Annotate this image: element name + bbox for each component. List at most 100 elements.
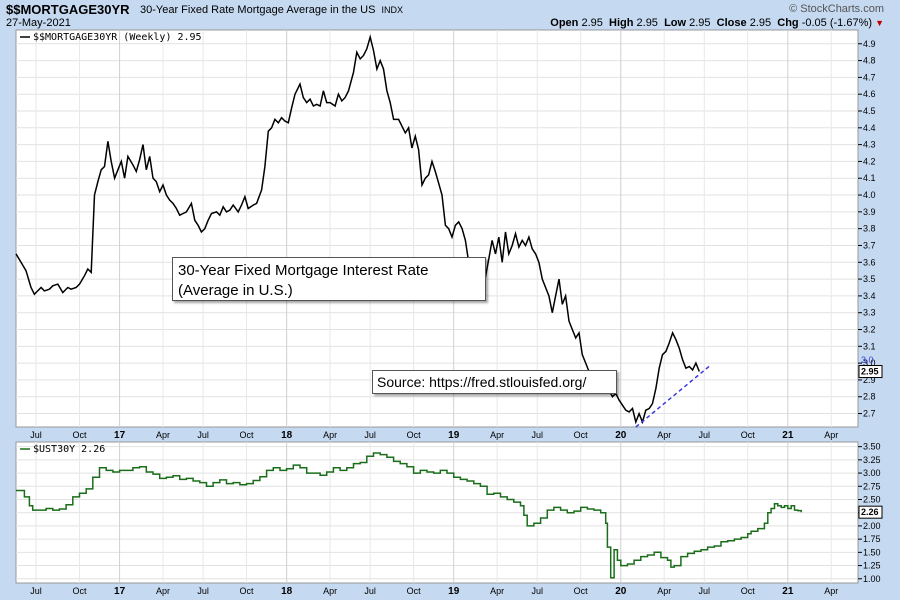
y-tick-label: 4.1 (863, 173, 876, 183)
x-tick-label: 18 (281, 586, 293, 597)
trend-value-tag: 3.0 (861, 355, 874, 365)
x-tick-label: Oct (240, 586, 255, 596)
x-tick-label: Oct (574, 586, 589, 596)
y-tick-label: 1.75 (863, 534, 881, 544)
y-tick-label: 4.3 (863, 140, 876, 150)
x-tick-label: Apr (323, 586, 337, 596)
open-value: 2.95 (581, 17, 603, 29)
y-tick-label: 3.50 (863, 442, 881, 452)
exchange-label: INDX (381, 5, 404, 15)
x-tick-label: Jul (699, 586, 711, 596)
y-tick-label: 2.7 (863, 409, 876, 419)
upper-legend: $$MORTGAGE30YR (Weekly) 2.95 (20, 32, 202, 43)
y-tick-label: 4.7 (863, 72, 876, 82)
close-label: Close (716, 17, 747, 29)
annotation-line-1: 30-Year Fixed Mortgage Interest Rate (178, 262, 429, 279)
y-tick-label: 3.2 (863, 325, 876, 335)
legend-mortgage: $$MORTGAGE30YR (Weekly) 2.95 (33, 32, 202, 43)
x-tick-label: Oct (72, 586, 87, 596)
y-tick-label: 1.25 (863, 561, 881, 571)
copyright-label[interactable]: © StockCharts.com (789, 3, 884, 15)
x-tick-label: Jul (531, 586, 543, 596)
y-tick-label: 3.9 (863, 207, 876, 217)
last-value-tag-ust: 2.26 (858, 505, 883, 519)
x-tick-label: 21 (782, 586, 794, 597)
x-tick-label: Apr (490, 586, 504, 596)
y-tick-label: 2.00 (863, 521, 881, 531)
y-tick-label: 2.9 (863, 375, 876, 385)
down-triangle-icon: ▼ (875, 18, 884, 28)
x-tick-label: 20 (615, 430, 627, 441)
x-tick-label: Oct (741, 586, 756, 596)
low-value: 2.95 (689, 17, 711, 29)
y-tick-label: 1.00 (863, 574, 881, 584)
x-tick-label: Apr (824, 430, 838, 440)
legend-ust30y: $UST30Y 2.26 (33, 444, 105, 455)
x-tick-label: 20 (615, 586, 627, 597)
y-tick-label: 3.7 (863, 240, 876, 250)
y-tick-label: 4.6 (863, 89, 876, 99)
description-label: 30-Year Fixed Rate Mortgage Average in t… (140, 4, 403, 16)
y-tick-label: 3.0 (863, 358, 876, 368)
y-tick-label: 2.75 (863, 481, 881, 491)
y-tick-label: 4.8 (863, 56, 876, 66)
y-tick-label: 1.50 (863, 547, 881, 557)
tag-box-ust (858, 505, 883, 519)
x-tick-label: Jul (30, 586, 42, 596)
x-tick-label: Apr (490, 430, 504, 440)
x-tick-label: Jul (197, 430, 209, 440)
chart-header: $$MORTGAGE30YR 30-Year Fixed Rate Mortga… (0, 0, 900, 30)
x-tick-label: Oct (574, 430, 589, 440)
y-tick-label: 2.8 (863, 392, 876, 402)
chg-label: Chg (777, 17, 799, 29)
high-label: High (609, 17, 634, 29)
x-tick-label: Jul (531, 430, 543, 440)
x-tick-label: Apr (156, 430, 170, 440)
last-value-ust30y: 2.26 (861, 507, 879, 517)
x-tick-label: 21 (782, 430, 794, 441)
lower-legend: $UST30Y 2.26 (20, 444, 105, 455)
y-tick-label: 4.5 (863, 106, 876, 116)
x-tick-label: Apr (156, 586, 170, 596)
chg-value: -0.05 (-1.67%) (801, 17, 873, 29)
upper-y-axis: 2.7 2.8 2.9 3.0 3.1 3.2 3.3 3.4 3.5 3.6 3.7 3.8 3.9 4… (858, 39, 876, 419)
x-tick-label: Oct (407, 586, 422, 596)
y-tick-label: 3.00 (863, 468, 881, 478)
ust30y-series-line (16, 452, 802, 579)
upper-x-axis: Jul Oct 17 Apr Jul Oct 18 Apr Jul Oct 19 Apr Jul Oct 2… (30, 430, 838, 441)
x-tick-label: Apr (824, 586, 838, 596)
description-text: 30-Year Fixed Rate Mortgage Average in t… (140, 4, 376, 16)
low-label: Low (664, 17, 687, 29)
x-tick-label: 19 (448, 430, 460, 441)
y-tick-label: 4.4 (863, 123, 876, 133)
x-tick-label: 17 (114, 586, 126, 597)
source-annotation: Source: https://fred.stlouisfed.org/ (372, 370, 617, 394)
x-tick-label: Jul (197, 586, 209, 596)
trend-value-label: 3.0 (861, 355, 874, 365)
annotation-line-2: (Average in U.S.) (178, 282, 293, 299)
open-label: Open (550, 17, 579, 29)
trend-line (635, 364, 712, 428)
x-tick-label: 17 (114, 430, 126, 441)
date-label: 27-May-2021 (6, 17, 71, 29)
chart-title-annotation: 30-Year Fixed Mortgage Interest Rate (Av… (172, 257, 486, 301)
x-tick-label: Oct (72, 430, 87, 440)
x-tick-label: Apr (323, 430, 337, 440)
y-tick-label: 2.50 (863, 494, 881, 504)
tag-box-mortgage (858, 365, 883, 379)
lower-x-axis: Jul Oct 17 Apr Jul Oct 18 Apr Jul Oct 19 Apr Jul Oct 2… (30, 586, 838, 597)
high-value: 2.95 (636, 17, 658, 29)
last-value-tag-mortgage: 2.95 (858, 365, 883, 379)
y-tick-label: 3.3 (863, 308, 876, 318)
close-value: 2.95 (749, 17, 772, 29)
upper-grid (16, 30, 858, 427)
x-tick-label: Apr (657, 586, 671, 596)
x-tick-label: Apr (657, 430, 671, 440)
x-tick-label: 18 (281, 430, 293, 441)
x-tick-label: Jul (364, 430, 376, 440)
x-tick-label: Oct (407, 430, 422, 440)
x-tick-label: Jul (699, 430, 711, 440)
last-value-mortgage: 2.95 (861, 367, 879, 377)
y-tick-label: 3.1 (863, 341, 876, 351)
